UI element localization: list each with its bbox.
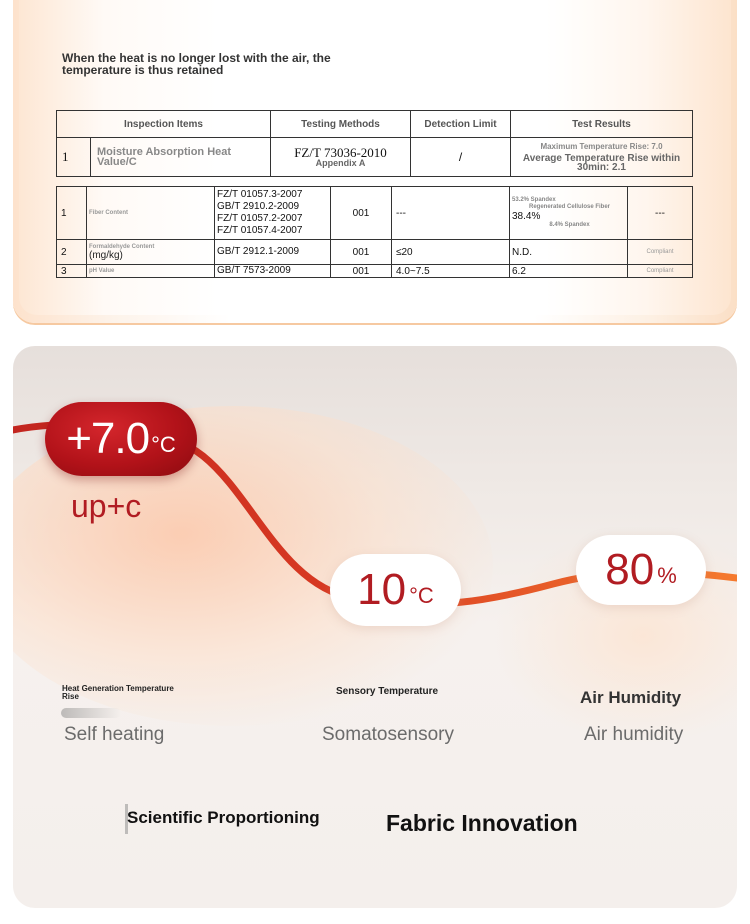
row-verdict: --- [627, 186, 693, 240]
row-result: Maximum Temperature Rise: 7.0 Average Te… [510, 137, 693, 177]
air-humidity-caption: Air Humidity [580, 688, 682, 707]
row-sample: 001 [330, 186, 392, 240]
temperature-rise-pill: +7.0 °C [45, 402, 197, 476]
table-row: 2 Formaldehyde Content (mg/kg) GB/T 2912… [56, 239, 693, 265]
sensory-temperature-pill: 10 °C [330, 554, 461, 626]
row-methods: GB/T 2912.1-2009 [214, 239, 331, 265]
header-inspection-items: Inspection Items [56, 110, 271, 138]
temperature-rise-subtitle: up+c [71, 488, 142, 524]
row-item-name: pH Value [89, 268, 115, 274]
sensory-temperature-unit: °C [409, 583, 434, 608]
row-index: 3 [56, 264, 87, 278]
row-index: 1 [56, 137, 91, 177]
row-item: Formaldehyde Content (mg/kg) [86, 239, 215, 265]
air-humidity-value: 80 [605, 545, 655, 594]
row-result-top: 53.2% Spandex [512, 197, 556, 203]
row-index: 2 [56, 239, 87, 265]
header-test-results: Test Results [510, 110, 693, 138]
row-result-avg: Average Temperature Rise within 30min: 2… [522, 152, 681, 173]
row-item: pH Value [86, 264, 215, 278]
composition-table: 1 Fiber Content FZ/T 01057.3-2007 GB/T 2… [56, 186, 693, 278]
table-header-row: Inspection Items Testing Methods Detecti… [56, 110, 693, 138]
temperature-feature-card: +7.0 °C up+c 10 °C 80 % Heat Generation … [13, 346, 737, 908]
row-methods: FZ/T 01057.3-2007 GB/T 2910.2-2009 FZ/T … [214, 186, 331, 240]
air-humidity-pill: 80 % [576, 535, 706, 605]
blurred-mark [61, 708, 121, 718]
air-humidity-label: Air humidity [584, 724, 684, 745]
row-result-max: Maximum Temperature Rise: 7.0 [540, 141, 663, 151]
row-verdict: Compliant [627, 239, 693, 265]
row-result: 53.2% Spandex Regenerated Cellulose Fibe… [509, 186, 628, 240]
row-method-code: FZ/T 73036-2010 [294, 145, 387, 160]
row-method-note: Appendix A [315, 158, 366, 168]
row-item-unit: (mg/kg) [89, 249, 123, 261]
row-limit: ≤20 [391, 239, 510, 265]
row-item: Fiber Content [86, 186, 215, 240]
row-sample: 001 [330, 264, 392, 278]
row-limit: --- [391, 186, 510, 240]
heat-generation-caption: Heat Generation Temperature Rise [62, 684, 174, 701]
heat-retention-caption: When the heat is no longer lost with the… [62, 51, 331, 77]
table-row: 1 Fiber Content FZ/T 01057.3-2007 GB/T 2… [56, 186, 693, 240]
table-row: 1 Moisture Absorption Heat Value/C FZ/T … [56, 137, 693, 177]
self-heating-label: Self heating [64, 724, 165, 745]
row-result-bot: 8.4% Spandex [549, 222, 590, 228]
fabric-innovation-title: Fabric Innovation [386, 810, 578, 836]
row-item-name: Formaldehyde Content [89, 243, 155, 250]
row-methods: GB/T 7573-2009 [214, 264, 331, 278]
row-item-name: Fiber Content [89, 210, 128, 216]
scientific-proportioning-title: Scientific Proportioning [127, 808, 320, 827]
somatosensory-label: Somatosensory [322, 724, 455, 745]
moisture-absorption-table: Inspection Items Testing Methods Detecti… [56, 110, 693, 177]
row-result: N.D. [509, 239, 628, 265]
row-index: 1 [56, 186, 87, 240]
sensory-temperature-value: 10 [357, 565, 407, 614]
row-result: 6.2 [509, 264, 628, 278]
table-row: 3 pH Value GB/T 7573-2009 001 4.0~7.5 6.… [56, 264, 693, 278]
temperature-rise-value: +7.0 [66, 414, 150, 463]
header-detection-limit: Detection Limit [410, 110, 511, 138]
row-verdict: Compliant [627, 264, 693, 278]
row-limit: / [410, 137, 511, 177]
row-sample: 001 [330, 239, 392, 265]
row-result-mid: Regenerated Cellulose Fiber [528, 204, 611, 210]
header-testing-methods: Testing Methods [270, 110, 411, 138]
row-item: Moisture Absorption Heat Value/C [90, 137, 271, 177]
sensory-temperature-caption: Sensory Temperature [336, 686, 439, 697]
row-method: FZ/T 73036-2010 Appendix A [270, 137, 411, 177]
decorative-tick [125, 804, 128, 834]
air-humidity-unit: % [657, 563, 677, 588]
temperature-rise-unit: °C [151, 432, 176, 457]
row-result-val: 38.4% [512, 211, 541, 222]
row-limit: 4.0~7.5 [391, 264, 510, 278]
